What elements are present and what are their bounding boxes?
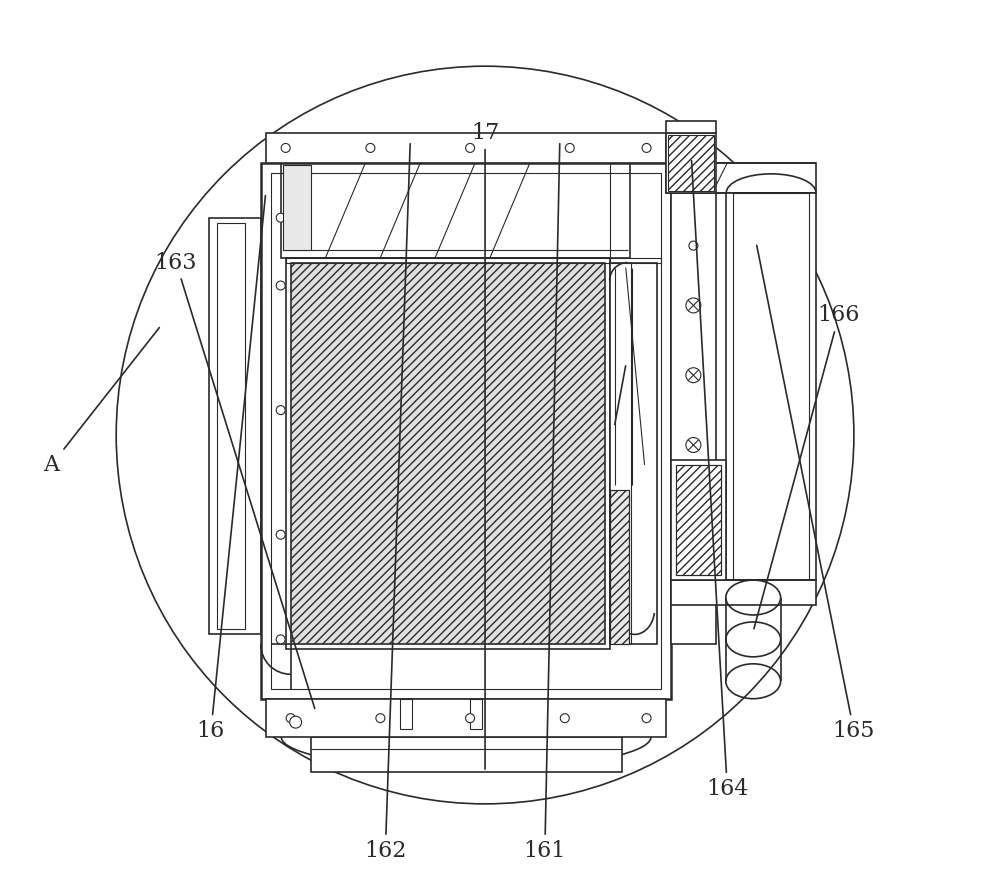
Bar (283, 165, 311, 249)
Bar (209, 218, 261, 635)
Circle shape (466, 714, 475, 723)
Text: 161: 161 (524, 143, 566, 862)
Circle shape (290, 716, 302, 728)
Bar (726, 193, 816, 579)
Bar (610, 490, 629, 644)
Circle shape (376, 714, 385, 723)
Text: A: A (43, 328, 159, 476)
Bar (281, 163, 630, 257)
Circle shape (276, 281, 285, 290)
Circle shape (642, 714, 651, 723)
Bar (271, 173, 661, 689)
Circle shape (686, 368, 701, 383)
Bar (291, 263, 605, 644)
Circle shape (642, 143, 651, 152)
Bar (266, 700, 666, 737)
Bar (666, 163, 816, 193)
Bar (668, 135, 714, 190)
Circle shape (276, 406, 285, 415)
Bar (266, 133, 666, 163)
Bar (311, 737, 622, 772)
Bar (666, 133, 716, 193)
Bar (733, 193, 809, 579)
Circle shape (276, 530, 285, 539)
Circle shape (276, 635, 285, 643)
Bar (470, 700, 482, 729)
Bar (217, 222, 245, 629)
Text: 16: 16 (197, 196, 265, 742)
Circle shape (286, 714, 295, 723)
Bar (671, 460, 726, 579)
Circle shape (276, 214, 285, 222)
Bar (400, 700, 412, 729)
Bar (671, 579, 816, 604)
Text: 165: 165 (757, 246, 875, 742)
Bar (286, 257, 610, 650)
Circle shape (686, 438, 701, 452)
Bar (671, 188, 716, 644)
Bar (261, 163, 671, 700)
Circle shape (565, 143, 574, 152)
Circle shape (560, 714, 569, 723)
Text: 162: 162 (364, 143, 410, 862)
Bar (610, 263, 657, 644)
Text: 166: 166 (754, 304, 860, 628)
Text: 164: 164 (692, 161, 748, 800)
Bar (610, 490, 629, 644)
Circle shape (366, 143, 375, 152)
Circle shape (686, 298, 701, 313)
Bar (286, 257, 661, 263)
Circle shape (466, 143, 475, 152)
Bar (676, 465, 721, 575)
Circle shape (689, 241, 698, 250)
Circle shape (281, 143, 290, 152)
Text: 17: 17 (471, 122, 499, 769)
Bar (666, 121, 716, 133)
Bar (676, 465, 721, 575)
Text: 163: 163 (155, 252, 315, 708)
